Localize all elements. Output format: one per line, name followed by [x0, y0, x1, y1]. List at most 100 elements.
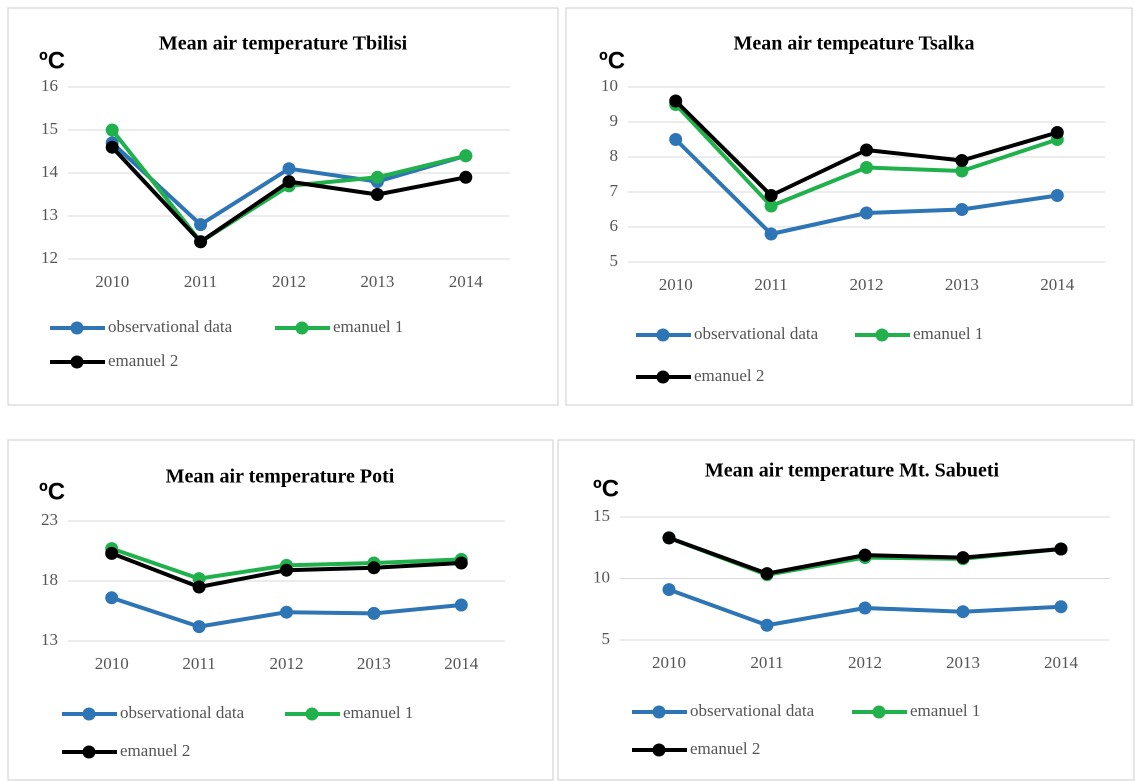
point — [280, 563, 293, 577]
legend-marker — [82, 707, 96, 721]
x-tick-label: 2012 — [272, 272, 306, 291]
y-tick-label: 10 — [593, 567, 610, 586]
legend-marker — [82, 745, 96, 759]
panel-border — [7, 439, 554, 781]
y-tick-label: 16 — [41, 76, 58, 95]
point — [760, 618, 774, 632]
x-tick-label: 2013 — [946, 653, 980, 672]
y-tick-label: 13 — [41, 205, 58, 224]
x-tick-label: 2012 — [850, 275, 884, 294]
y-tick-label: 15 — [593, 506, 610, 525]
x-tick-label: 2011 — [184, 272, 217, 291]
point — [858, 601, 872, 615]
point — [955, 164, 969, 178]
point — [764, 199, 778, 213]
legend-label: observational data — [108, 317, 233, 336]
point — [662, 531, 676, 545]
point — [955, 154, 969, 167]
y-tick-label: 10 — [601, 76, 618, 95]
legend-label: observational data — [694, 324, 819, 343]
point — [860, 206, 873, 220]
x-tick-label: 2014 — [449, 272, 484, 291]
point — [1054, 542, 1068, 556]
x-tick-label: 2014 — [444, 654, 479, 673]
legend-label: emanuel 2 — [120, 741, 190, 760]
panel-border — [565, 7, 1133, 406]
x-tick-label: 2011 — [750, 653, 783, 672]
y-tick-label: 23 — [41, 510, 58, 529]
point — [956, 605, 970, 619]
point — [105, 546, 119, 560]
chart-title: Mean air temperature Poti — [166, 466, 395, 488]
point — [858, 548, 872, 562]
y-axis-unit: ºC — [39, 47, 65, 74]
point — [1054, 600, 1068, 614]
legend-label: observational data — [120, 703, 245, 722]
legend-label: emanuel 2 — [108, 351, 178, 370]
point — [669, 133, 683, 146]
y-tick-label: 7 — [610, 181, 619, 200]
y-tick-label: 14 — [41, 162, 59, 181]
y-axis-unit: ºC — [39, 478, 65, 505]
x-tick-label: 2011 — [754, 275, 787, 294]
point — [192, 580, 206, 594]
point — [105, 591, 119, 605]
legend-label: emanuel 2 — [694, 366, 764, 385]
point — [860, 143, 873, 157]
y-tick-label: 13 — [41, 630, 58, 649]
legend-marker — [295, 321, 309, 335]
x-tick-label: 2014 — [1044, 653, 1079, 672]
y-tick-label: 12 — [41, 248, 58, 267]
point — [764, 227, 778, 241]
point — [454, 556, 468, 570]
point — [105, 123, 119, 137]
x-tick-label: 2012 — [848, 653, 882, 672]
point — [760, 567, 774, 581]
point — [764, 189, 778, 202]
legend-marker — [656, 370, 670, 384]
x-tick-label: 2013 — [360, 272, 394, 291]
chart-title: Mean air tempeature Tsalka — [734, 33, 975, 55]
legend-label: emanuel 1 — [333, 317, 403, 336]
x-tick-label: 2010 — [95, 654, 129, 673]
x-tick-label: 2013 — [945, 275, 979, 294]
point — [192, 620, 206, 634]
legend-label: emanuel 1 — [910, 701, 980, 720]
legend-marker — [70, 321, 84, 335]
point — [282, 162, 296, 176]
x-tick-label: 2010 — [652, 653, 686, 672]
y-tick-label: 5 — [610, 251, 619, 270]
point — [1050, 126, 1064, 139]
point — [370, 188, 384, 201]
y-tick-label: 18 — [41, 570, 58, 589]
legend-marker — [652, 743, 666, 757]
point — [370, 170, 384, 184]
point — [662, 583, 676, 597]
x-tick-label: 2010 — [659, 275, 693, 294]
point — [105, 140, 119, 154]
legend-label: emanuel 2 — [690, 739, 760, 758]
panel-border — [7, 7, 559, 406]
point — [280, 605, 293, 619]
point — [956, 551, 970, 565]
point — [367, 606, 381, 620]
legend-marker — [70, 355, 84, 369]
point — [194, 235, 208, 249]
x-tick-label: 2014 — [1040, 275, 1075, 294]
legend-marker — [656, 328, 670, 342]
x-tick-label: 2011 — [182, 654, 215, 673]
chart-title: Mean air temperature Tbilisi — [159, 33, 408, 55]
legend-marker — [872, 705, 886, 719]
point — [459, 170, 473, 184]
point — [194, 218, 208, 232]
y-tick-label: 15 — [41, 119, 58, 138]
legend-marker — [305, 707, 319, 721]
x-tick-label: 2012 — [270, 654, 304, 673]
y-axis-unit: ºC — [593, 475, 619, 502]
point — [955, 203, 969, 216]
point — [860, 161, 873, 174]
x-tick-label: 2010 — [95, 272, 129, 291]
y-tick-label: 5 — [602, 629, 611, 648]
y-tick-label: 6 — [610, 216, 619, 235]
